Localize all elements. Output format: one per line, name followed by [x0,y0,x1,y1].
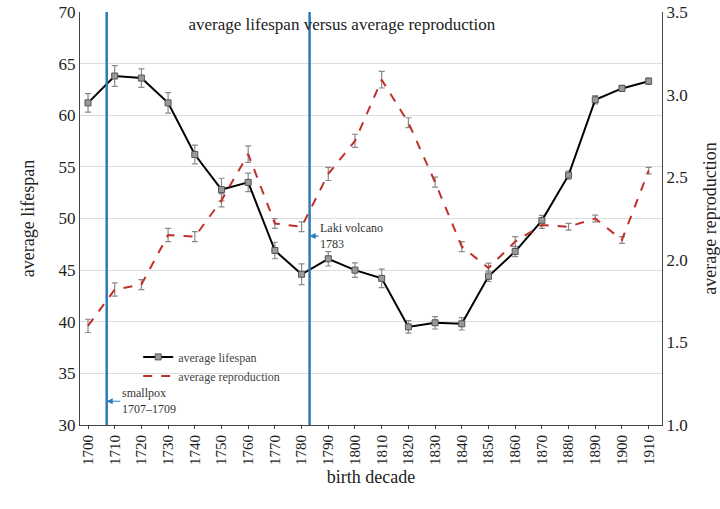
svg-text:2.0: 2.0 [666,251,687,270]
svg-text:1860: 1860 [507,435,523,465]
svg-text:3.0: 3.0 [666,86,687,105]
svg-text:1720: 1720 [133,435,149,465]
svg-text:average lifespan versus averag: average lifespan versus average reproduc… [189,15,496,34]
svg-text:average reproduction: average reproduction [700,142,720,294]
svg-text:birth decade: birth decade [327,467,415,487]
svg-text:1.0: 1.0 [666,416,687,435]
svg-text:60: 60 [59,106,76,125]
svg-text:1810: 1810 [374,435,390,465]
svg-text:1800: 1800 [347,435,363,465]
svg-text:1910: 1910 [641,435,657,465]
svg-text:1880: 1880 [560,435,576,465]
svg-text:1900: 1900 [614,435,630,465]
svg-text:1710: 1710 [107,435,123,465]
svg-text:65: 65 [59,55,76,74]
svg-text:1790: 1790 [320,435,336,465]
svg-text:1750: 1750 [213,435,229,465]
svg-text:smallpox1707–1709: smallpox1707–1709 [122,386,176,416]
svg-text:1700: 1700 [80,435,96,465]
svg-text:30: 30 [59,416,76,435]
svg-text:1760: 1760 [240,435,256,465]
svg-text:1840: 1840 [454,435,470,465]
svg-text:1730: 1730 [160,435,176,465]
svg-text:1770: 1770 [267,435,283,465]
svg-text:1870: 1870 [534,435,550,465]
svg-text:45: 45 [59,261,76,280]
svg-text:average lifespan: average lifespan [18,160,38,277]
svg-text:55: 55 [59,158,76,177]
svg-text:50: 50 [59,209,76,228]
svg-text:35: 35 [59,364,76,383]
svg-text:Laki volcano1783: Laki volcano1783 [320,221,383,251]
svg-text:1830: 1830 [427,435,443,465]
svg-text:average reproduction: average reproduction [178,370,280,384]
svg-text:1850: 1850 [480,435,496,465]
svg-text:1820: 1820 [400,435,416,465]
svg-text:40: 40 [59,313,76,332]
svg-text:1.5: 1.5 [666,333,687,352]
svg-text:1780: 1780 [293,435,309,465]
svg-text:1890: 1890 [587,435,603,465]
svg-text:2.5: 2.5 [666,168,687,187]
svg-text:1740: 1740 [187,435,203,465]
svg-text:average lifespan: average lifespan [178,351,256,365]
svg-text:70: 70 [59,3,76,22]
svg-text:3.5: 3.5 [666,3,687,22]
